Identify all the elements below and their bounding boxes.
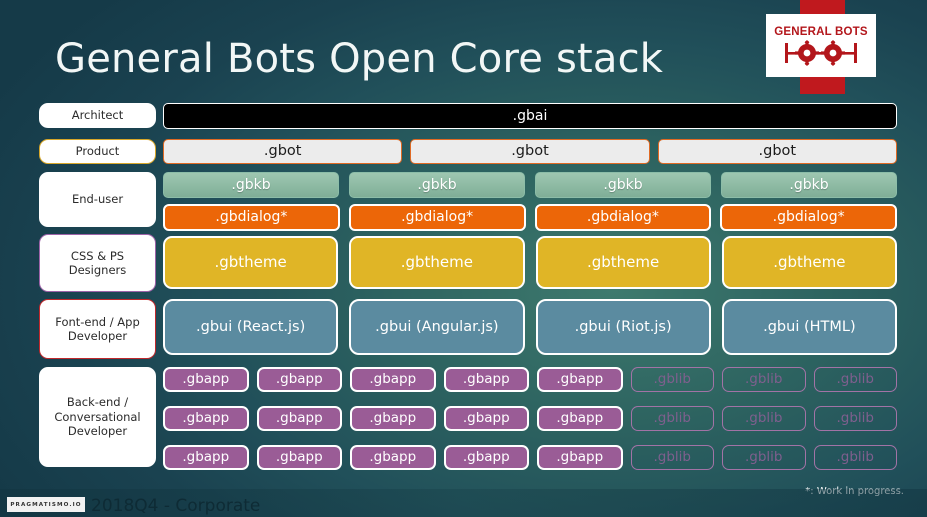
row-gbkb: .gbkb .gbkb .gbkb .gbkb — [163, 172, 897, 198]
gears-icon — [785, 39, 857, 66]
chip-gbapp[interactable]: .gbapp — [256, 406, 342, 431]
footer-caption: 2018Q4 - Corporate — [91, 496, 261, 516]
row-gbtheme: .gbtheme .gbtheme .gbtheme .gbtheme — [163, 236, 897, 289]
chip-gblib[interactable]: .gblib — [722, 367, 806, 392]
chip-gbapp[interactable]: .gbapp — [537, 406, 623, 431]
chip-gbtheme[interactable]: .gbtheme — [349, 236, 525, 289]
chip-gbkb[interactable]: .gbkb — [721, 172, 897, 198]
chip-gblib[interactable]: .gblib — [813, 367, 897, 392]
grid-row: .gbapp .gbapp .gbapp .gbapp .gbapp .gbli… — [163, 445, 897, 470]
footer-bar — [0, 489, 927, 517]
chip-gblib[interactable]: .gblib — [722, 445, 806, 470]
chip-gblib[interactable]: .gblib — [630, 406, 714, 431]
grid-row: .gbapp .gbapp .gbapp .gbapp .gbapp .gbli… — [163, 406, 897, 431]
chip-gbdialog[interactable]: .gbdialog* — [534, 204, 712, 231]
chip-gbdialog[interactable]: .gbdialog* — [348, 204, 526, 231]
chip-gbapp[interactable]: .gbapp — [537, 445, 623, 470]
chip-gbapp[interactable]: .gbapp — [163, 406, 249, 431]
chip-gbkb[interactable]: .gbkb — [349, 172, 525, 198]
logo-wordmark: GENERAL BOTS — [774, 25, 868, 38]
chip-gblib[interactable]: .gblib — [630, 367, 714, 392]
chip-gblib[interactable]: .gblib — [722, 406, 806, 431]
chip-gbtheme[interactable]: .gbtheme — [721, 236, 897, 289]
chip-gbapp[interactable]: .gbapp — [256, 367, 342, 392]
row-gbdialog: .gbdialog* .gbdialog* .gbdialog* .gbdial… — [163, 204, 897, 231]
chip-gbui-react[interactable]: .gbui (React.js) — [163, 299, 339, 355]
chip-gbapp[interactable]: .gbapp — [443, 367, 529, 392]
chip-gbapp[interactable]: .gbapp — [350, 367, 436, 392]
chip-gbot[interactable]: .gbot — [410, 139, 650, 164]
row-gbui: .gbui (React.js) .gbui (Angular.js) .gbu… — [163, 299, 897, 355]
chip-gbdialog[interactable]: .gbdialog* — [720, 204, 897, 231]
chip-gbapp[interactable]: .gbapp — [350, 406, 436, 431]
role-product: Product — [39, 139, 156, 164]
chip-gbapp[interactable]: .gbapp — [163, 445, 249, 470]
general-bots-logo: GENERAL BOTS — [766, 14, 876, 77]
chip-gbdialog[interactable]: .gbdialog* — [163, 204, 340, 231]
chip-gbapp[interactable]: .gbapp — [350, 445, 436, 470]
chip-gbot[interactable]: .gbot — [657, 139, 897, 164]
chip-gbui-html[interactable]: .gbui (HTML) — [721, 299, 897, 355]
chip-gbapp[interactable]: .gbapp — [163, 367, 249, 392]
chip-gbapp[interactable]: .gbapp — [443, 445, 529, 470]
role-backend-conversational-developer: Back-end / Conversational Developer — [39, 367, 156, 467]
chip-gbui-angular[interactable]: .gbui (Angular.js) — [349, 299, 525, 355]
page-title: General Bots Open Core stack — [55, 36, 664, 82]
chip-gbapp[interactable]: .gbapp — [537, 367, 623, 392]
chip-gblib[interactable]: .gblib — [813, 445, 897, 470]
role-end-user: End-user — [39, 172, 156, 227]
chip-gbui-riot[interactable]: .gbui (Riot.js) — [535, 299, 711, 355]
chip-gbtheme[interactable]: .gbtheme — [535, 236, 711, 289]
chip-gbai[interactable]: .gbai — [163, 103, 897, 129]
chip-gbtheme[interactable]: .gbtheme — [163, 236, 339, 289]
chip-gbapp[interactable]: .gbapp — [256, 445, 342, 470]
chip-gbkb[interactable]: .gbkb — [535, 172, 711, 198]
chip-gblib[interactable]: .gblib — [813, 406, 897, 431]
chip-gbapp[interactable]: .gbapp — [443, 406, 529, 431]
pragmatismo-logo-text: PRAGMATISMO.IO — [10, 501, 82, 508]
grid-row: .gbapp .gbapp .gbapp .gbapp .gbapp .gbli… — [163, 367, 897, 392]
pragmatismo-logo: PRAGMATISMO.IO — [7, 497, 85, 512]
row-gbai: .gbai — [163, 103, 897, 129]
chip-gblib[interactable]: .gblib — [630, 445, 714, 470]
role-frontend-app-developer: Font-end / App Developer — [39, 299, 156, 359]
role-css-ps-designers: CSS & PS Designers — [39, 234, 156, 292]
row-gbot: .gbot .gbot .gbot — [163, 139, 897, 164]
chip-gbot[interactable]: .gbot — [163, 139, 403, 164]
chip-gbkb[interactable]: .gbkb — [163, 172, 339, 198]
role-architect: Architect — [39, 103, 156, 128]
